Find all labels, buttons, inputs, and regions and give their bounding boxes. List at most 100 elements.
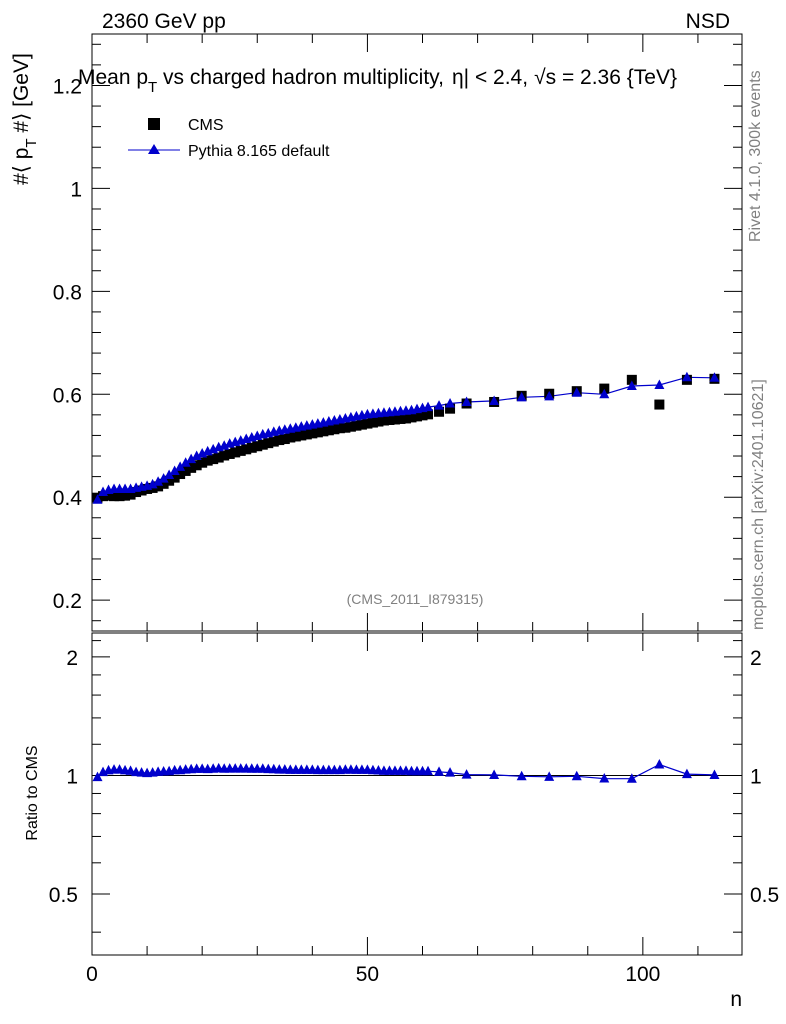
ratio-data-point (434, 766, 445, 776)
cms-data-point (351, 420, 362, 431)
ratio-data-point (445, 767, 456, 777)
pythia-data-point (158, 473, 169, 483)
pythia-data-point (186, 453, 197, 464)
cms-data-point (312, 427, 323, 438)
mcplots-label: mcplots.cern.ch [arXiv:2401.10621] (750, 379, 767, 630)
pythia-data-point (169, 465, 180, 475)
cms-data-point (131, 487, 142, 498)
cms-data-point (445, 403, 456, 414)
legend-cms-marker (148, 118, 160, 130)
ratio-data-point (92, 771, 103, 782)
ratio-data-marks (92, 759, 720, 783)
cms-data-point (340, 422, 351, 433)
ratio-data-point (654, 759, 665, 769)
cms-data-point (246, 442, 257, 453)
main-y-tick-label: 0.2 (53, 590, 82, 613)
cms-data-point (186, 462, 197, 473)
cms-data-point (98, 491, 109, 502)
pythia-data-point (709, 372, 720, 382)
cms-data-point (367, 417, 378, 428)
cms-data-point (103, 490, 114, 501)
header-right: NSD (686, 10, 730, 33)
x-axis-label: n (730, 988, 742, 1011)
ratio-data-point (626, 773, 637, 783)
cms-data-point (180, 465, 191, 476)
cms-data-point (599, 383, 610, 394)
cms-data-point (400, 413, 411, 424)
cms-data-point (373, 416, 384, 427)
header-left: 2360 GeV pp (102, 10, 226, 33)
ratio-y-tick-label: 0.5 (49, 884, 78, 907)
pythia-data-point (516, 391, 527, 402)
pythia-data-point (153, 476, 164, 486)
cms-data-point (301, 429, 312, 440)
cms-data-point (191, 460, 202, 471)
ratio-axes: 0 50 100 0.5 0.5 1 1 2 2 (49, 633, 779, 986)
main-y-tick-label: 1 (70, 178, 82, 201)
main-y-tick-label: 0.8 (53, 281, 82, 304)
pythia-data-point (445, 398, 456, 408)
cms-data-point (257, 439, 268, 450)
pythia-data-point (489, 395, 500, 405)
x-tick-label: 100 (625, 963, 660, 986)
cms-data-point (434, 406, 445, 417)
cms-data-point (208, 454, 219, 465)
cms-data-point (164, 475, 175, 486)
cms-data-point (417, 410, 428, 421)
cms-data-point (213, 452, 224, 463)
cms-data-point (423, 409, 434, 420)
cms-data-point (202, 455, 213, 466)
pythia-data-point (544, 390, 555, 401)
cms-data-point (307, 428, 318, 439)
plot-title: Mean pT vs charged hadron multiplicity, η… (78, 66, 677, 96)
cms-data-point (197, 457, 208, 468)
pythia-series-line (97, 376, 715, 501)
pythia-data-point (654, 379, 665, 389)
pythia-data-point (681, 371, 692, 382)
ratio-data-point (544, 771, 555, 781)
cms-data-point (412, 411, 422, 422)
cms-data-point (158, 478, 169, 489)
ratio-y-axis-label: Ratio to CMS (24, 745, 41, 840)
ratio-data-point (516, 770, 527, 781)
cms-data-point (241, 444, 252, 455)
cms-data-point (384, 414, 395, 425)
cms-data-point (219, 450, 230, 461)
ratio-data-point (489, 769, 500, 779)
cms-data-point (334, 423, 345, 434)
ratio-data-point (461, 769, 472, 779)
cms-data-point (175, 469, 186, 480)
pythia-data-point (599, 388, 610, 399)
legend-pythia-marker (148, 144, 160, 154)
pythia-data-point (626, 380, 637, 391)
x-tick-label: 0 (86, 963, 98, 986)
cms-data-point (626, 374, 637, 385)
pythia-data-point (180, 457, 191, 467)
cms-data-point (230, 447, 241, 458)
ratio-y-tick-label: 2 (750, 647, 762, 670)
cms-data-point (395, 413, 406, 424)
x-tick-label: 50 (356, 963, 379, 986)
cms-data-point (169, 472, 180, 483)
ratio-y-tick-label: 1 (750, 765, 762, 788)
cms-data-point (224, 448, 235, 459)
pythia-data-point (461, 396, 472, 406)
cms-data-point (356, 419, 367, 430)
cms-data-point (378, 415, 389, 426)
main-y-axis-label: #⟨ pT #⟩ [GeV] (10, 53, 40, 185)
ratio-data-point (423, 765, 434, 776)
legend-pythia-label: Pythia 8.165 default (188, 143, 330, 160)
pythia-data-point (423, 401, 434, 412)
main-y-tick-label: 0.4 (53, 487, 83, 510)
cms-data-point (285, 432, 296, 443)
legend-cms-label: CMS (188, 117, 224, 134)
cms-data-point (389, 414, 400, 425)
cms-data-point (274, 435, 285, 446)
cms-data-point (252, 441, 263, 452)
main-axes: 0.2 0.4 0.6 0.8 1 1.2 (53, 34, 742, 631)
cms-data-point (125, 489, 136, 500)
pythia-data-point (92, 494, 103, 504)
ratio-data-point (709, 769, 720, 779)
cms-data-point (296, 430, 307, 441)
